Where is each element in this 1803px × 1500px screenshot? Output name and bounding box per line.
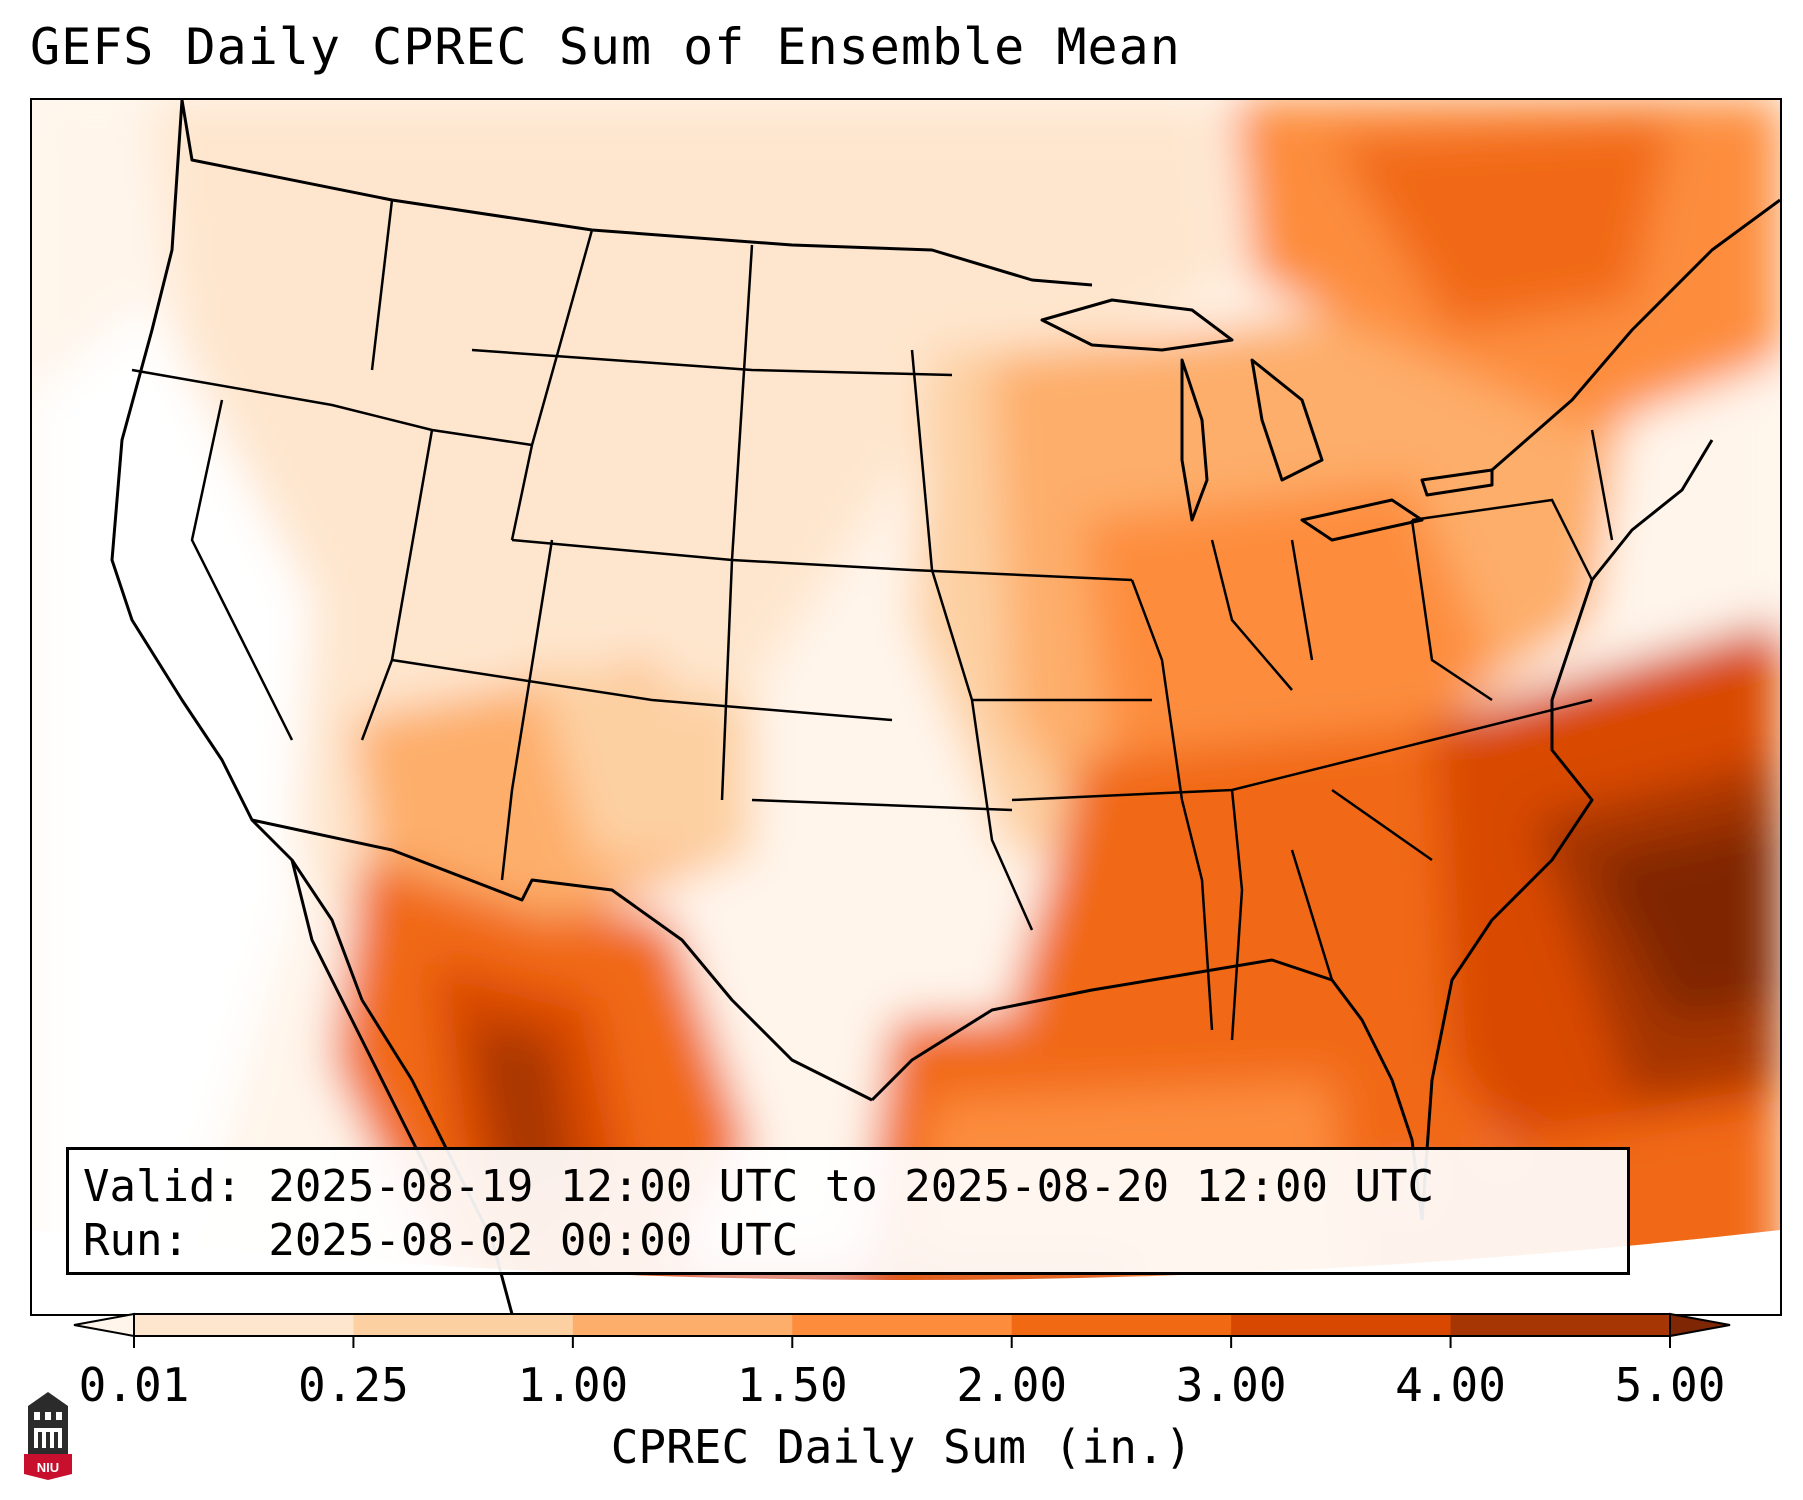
lake-huron xyxy=(1250,358,1324,482)
colorbar-segment xyxy=(572,1314,793,1336)
map-title: GEFS Daily CPREC Sum of Ensemble Mean xyxy=(30,18,1181,76)
pacific-coast xyxy=(110,100,364,1001)
colorbar-tick-label: 1.50 xyxy=(736,1358,848,1412)
coastlines-and-borders xyxy=(110,100,1780,1314)
precipitation-field xyxy=(32,100,1780,1314)
state-borders xyxy=(131,199,1614,1041)
colorbar-under-extension xyxy=(73,1312,135,1338)
colorbar-tick-label: 2.00 xyxy=(956,1358,1068,1412)
colorbar-tick-label: 3.00 xyxy=(1175,1358,1287,1412)
colorbar-segment xyxy=(134,1314,354,1336)
run-time-text: Run: 2025-08-02 00:00 UTC xyxy=(83,1215,799,1266)
colorbar-segment xyxy=(1450,1314,1671,1336)
colorbar-tick-label: 1.00 xyxy=(517,1358,629,1412)
st-lawrence xyxy=(1491,198,1780,472)
colorbar-segment xyxy=(1231,1314,1452,1336)
colorbar xyxy=(73,1312,1731,1348)
lake-erie xyxy=(1300,498,1424,542)
lake-ontario xyxy=(1420,468,1494,497)
baja-coast xyxy=(290,859,434,1181)
gulf-coast xyxy=(870,958,1424,1221)
colorbar-segment xyxy=(353,1314,574,1336)
svg-text:NIU: NIU xyxy=(37,1460,59,1475)
precipitation-map xyxy=(30,98,1782,1316)
logo-tower xyxy=(28,1392,68,1460)
logo-badge xyxy=(24,1454,72,1480)
valid-run-info-box: Valid: 2025-08-19 12:00 UTC to 2025-08-2… xyxy=(66,1147,1630,1275)
colorbar-border xyxy=(133,1313,1671,1337)
valid-time-text: Valid: 2025-08-19 12:00 UTC to 2025-08-2… xyxy=(83,1161,1435,1212)
colorbar-over-extension xyxy=(1669,1312,1731,1338)
colorbar-tick-label: 5.00 xyxy=(1614,1358,1726,1412)
colorbar-tick-label: 0.01 xyxy=(78,1358,190,1412)
colorbar-segment xyxy=(1011,1314,1232,1336)
atlantic-coast xyxy=(1420,439,1714,1221)
colorbar-tick-label: 0.25 xyxy=(298,1358,409,1412)
colorbar-segment xyxy=(792,1314,1013,1336)
lake-michigan xyxy=(1180,358,1209,522)
colorbar-title: CPREC Daily Sum (in.) xyxy=(610,1420,1193,1474)
projection-edge xyxy=(32,1230,1780,1314)
us-canada-border xyxy=(180,100,1093,287)
lake-superior xyxy=(1040,298,1234,352)
us-mexico-border xyxy=(251,818,873,1102)
colorbar-tick-label: 4.00 xyxy=(1395,1358,1506,1412)
niu-logo: NIU xyxy=(20,1388,76,1480)
